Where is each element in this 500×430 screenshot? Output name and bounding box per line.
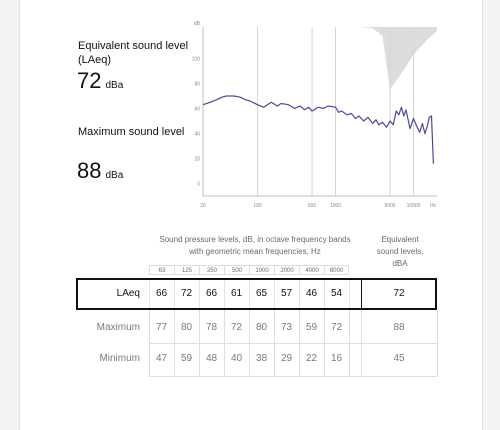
table-cell: 29: [280, 353, 293, 364]
table-cell: 65: [255, 288, 268, 299]
band-header: 500: [224, 265, 249, 275]
table-caption: Sound pressure levels, dB, in octave fre…: [159, 235, 351, 256]
y-tick-label: 40: [194, 132, 200, 138]
table-cell: 54: [330, 288, 343, 299]
x-tick-label: 20: [200, 203, 206, 209]
table-cell: 61: [230, 288, 243, 299]
table-total-cell: 72: [393, 288, 405, 299]
y-tick-label: 100: [192, 56, 201, 62]
table-row-label: Maximum: [96, 322, 140, 333]
report-panel: [19, 0, 483, 430]
x-tick-label: 5000: [384, 203, 395, 209]
table-cell: 66: [155, 288, 168, 299]
table-gridline: [274, 280, 275, 308]
table-cell: 48: [205, 353, 218, 364]
x-tick-label: 10000: [407, 203, 421, 209]
table-gridline: [149, 343, 437, 344]
leq-label: Equivalent sound level (LAeq): [78, 40, 189, 66]
table-cell: 80: [180, 322, 193, 333]
max-number: 88: [77, 158, 102, 183]
table-cell: 78: [205, 322, 218, 333]
frequency-chart: 0 20 40 60 80 100 dB 20 100 500 1000 5000 10000 Hz: [192, 21, 437, 209]
table-cell: 72: [330, 322, 343, 333]
band-header: 1000: [249, 265, 274, 275]
table-cell: 77: [155, 322, 168, 333]
table-gridline: [224, 280, 225, 308]
x-tick-label: 100: [253, 203, 262, 209]
x-axis-label: Hz: [430, 203, 437, 209]
leq-unit: dBa: [105, 80, 124, 91]
table-gridline: [324, 280, 325, 308]
y-tick-label: 0: [197, 182, 200, 188]
band-header: 4000: [299, 265, 324, 275]
table-cell: 40: [230, 353, 243, 364]
max-value: 88 dBa: [77, 158, 123, 184]
table-gridline: [199, 280, 200, 308]
table-cell: 80: [255, 322, 268, 333]
y-tick-label: 80: [194, 81, 200, 87]
table-cell: 59: [305, 322, 318, 333]
table-gridline: [149, 376, 437, 377]
band-header: 250: [199, 265, 224, 275]
table-cell: 22: [305, 353, 318, 364]
table-cell: 73: [280, 322, 293, 333]
table-cell: 57: [280, 288, 293, 299]
table-cell: 66: [205, 288, 218, 299]
shaded-region: [203, 27, 437, 90]
table-row-label: Minimum: [99, 353, 140, 364]
table-gridline: [149, 280, 150, 308]
band-header: 2000: [274, 265, 299, 275]
table-gridline: [437, 310, 438, 376]
band-header: 125: [174, 265, 199, 275]
table-gridline: [349, 280, 350, 308]
band-header: 63: [149, 265, 174, 275]
table-cell: 59: [180, 353, 193, 364]
max-unit: dBa: [105, 170, 124, 181]
leq-number: 72: [77, 68, 102, 93]
table-cell: 72: [230, 322, 243, 333]
band-header: 8000: [324, 265, 349, 275]
table-total-cell: 45: [393, 353, 405, 364]
y-tick-label: 20: [194, 157, 200, 163]
highlighted-row-frame: [76, 278, 437, 310]
total-caption: Equivalent sound levels, dBA: [376, 235, 424, 268]
table-gridline: [299, 280, 300, 308]
table-cell: 38: [255, 353, 268, 364]
table-row-label: LAeq: [116, 288, 140, 299]
max-label: Maximum sound level: [78, 126, 185, 138]
table-gridline: [174, 280, 175, 308]
x-tick-label: 1000: [330, 203, 341, 209]
table-total-cell: 88: [393, 322, 405, 333]
table-gridline: [249, 280, 250, 308]
table-gridline: [361, 280, 362, 308]
leq-value: 72 dBa: [77, 68, 123, 94]
x-tick-label: 500: [308, 203, 317, 209]
y-tick-label: 60: [194, 107, 200, 113]
table-cell: 46: [305, 288, 318, 299]
table-cell: 16: [330, 353, 343, 364]
table-cell: 47: [155, 353, 168, 364]
table-cell: 72: [180, 288, 193, 299]
y-axis-label: dB: [194, 21, 201, 27]
series-line: [202, 95, 434, 164]
